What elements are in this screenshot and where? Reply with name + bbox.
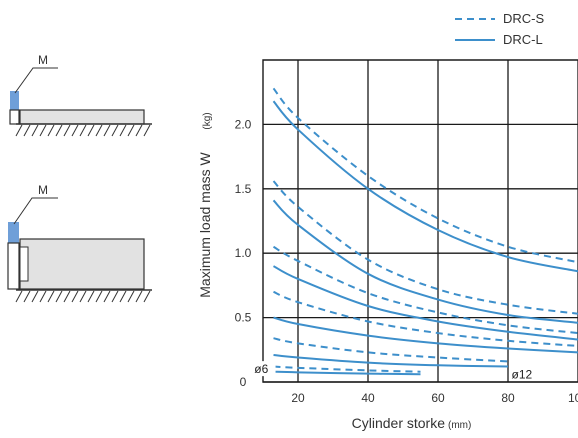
mounting-diagram-large: M [7, 183, 152, 303]
x-tick-label: 80 [501, 391, 515, 405]
mass-leader-line [14, 67, 58, 94]
series-line-solid [272, 199, 578, 324]
bore-labels: ø32ø25ø20ø16ø12ø6 [253, 361, 533, 381]
mounting-diagram-horizontal: M [9, 53, 152, 137]
x-tick-labels: 20 40 60 80 100 [291, 391, 578, 405]
x-tick-label: 20 [291, 391, 305, 405]
x-axis-unit: (mm) [448, 420, 471, 431]
mass-label: M [38, 183, 48, 197]
ground-hatch [15, 290, 151, 303]
legend: DRC-S DRC-L [455, 11, 544, 47]
series-line-solid [272, 100, 578, 273]
plot-frame [262, 59, 578, 383]
legend-label-drc-s: DRC-S [503, 11, 544, 26]
y-tick-label: 2.0 [235, 117, 252, 131]
series-line-dashed [272, 245, 578, 335]
ground-hatch [15, 124, 151, 137]
body-flange [19, 246, 29, 282]
y-tick-label: 1.5 [235, 182, 252, 196]
end-plate [7, 242, 20, 290]
y-tick-label: 1.0 [235, 246, 252, 260]
cylinder-body [19, 238, 145, 290]
series-line-dashed [272, 87, 578, 264]
y-tick-label: 0.5 [235, 311, 252, 325]
series-line-dashed [273, 290, 578, 347]
x-tick-label: 100 [568, 391, 578, 405]
load-mass-block [10, 91, 19, 111]
y-axis-title: Maximum load mass W [197, 151, 213, 297]
series-line-solid [273, 265, 578, 341]
series-line-dashed [272, 180, 578, 315]
y-axis-unit: (kg) [202, 112, 213, 129]
y-tick-label: 0 [240, 375, 247, 389]
series-curves [272, 87, 578, 376]
y-tick-labels: 0 0.5 1.0 1.5 2.0 [235, 117, 252, 389]
bore-label: ø6 [254, 362, 268, 376]
cylinder-body [19, 109, 145, 125]
series-line-solid [273, 316, 578, 354]
series-line-solid [273, 353, 509, 368]
x-tick-label: 60 [431, 391, 445, 405]
load-mass-block [8, 222, 19, 244]
end-plate [9, 109, 20, 125]
bore-label-background [253, 361, 276, 377]
gridlines [262, 59, 578, 383]
series-line-dashed [273, 337, 509, 363]
legend-label-drc-l: DRC-L [503, 32, 543, 47]
x-tick-label: 40 [361, 391, 375, 405]
bore-label: ø12 [512, 367, 533, 381]
mass-leader-line [13, 197, 58, 225]
x-axis-title: Cylinder storke [352, 415, 446, 431]
series-line-solid [273, 370, 421, 376]
series-line-dashed [273, 365, 421, 373]
mass-label: M [38, 53, 48, 67]
